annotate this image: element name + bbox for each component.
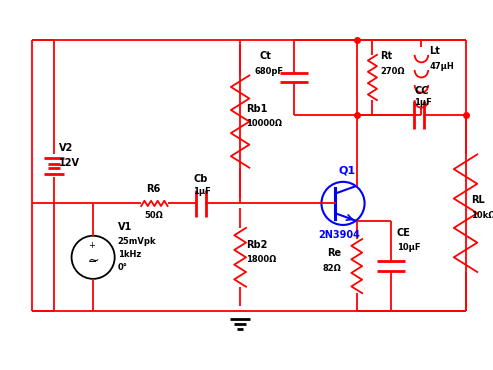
Text: 10000Ω: 10000Ω [246,120,282,128]
Text: −: − [88,257,98,267]
Text: 2N3904: 2N3904 [318,230,360,240]
Text: 680pF: 680pF [255,67,284,76]
Text: Rt: Rt [380,51,392,61]
Text: ~: ~ [87,253,99,267]
Text: 1μF: 1μF [414,98,432,107]
Text: 1800Ω: 1800Ω [246,255,276,264]
Text: 50Ω: 50Ω [144,211,163,220]
Text: 1kHz: 1kHz [118,250,141,259]
Text: 10μF: 10μF [397,243,421,252]
Text: CC: CC [414,85,428,95]
Text: Re: Re [327,248,342,258]
Text: V1: V1 [118,222,132,232]
Text: 47μH: 47μH [429,62,454,71]
Text: Rb2: Rb2 [246,239,267,249]
Text: Rb1: Rb1 [246,104,267,114]
Text: Q1: Q1 [338,166,355,176]
Text: 10kΩ: 10kΩ [471,211,493,220]
Text: 1μF: 1μF [193,186,211,196]
Text: Cb: Cb [193,174,208,184]
Text: RL: RL [471,195,485,205]
Text: Lt: Lt [429,47,440,57]
Text: 0°: 0° [118,263,128,272]
Text: R6: R6 [146,184,161,194]
Text: 12V: 12V [59,158,80,168]
Text: 82Ω: 82Ω [322,264,341,273]
Text: CE: CE [397,228,411,238]
Text: +: + [88,240,95,249]
Text: Ct: Ct [260,51,272,61]
Text: 25mVpk: 25mVpk [118,236,156,246]
Text: 270Ω: 270Ω [380,67,405,76]
Text: V2: V2 [59,143,73,153]
